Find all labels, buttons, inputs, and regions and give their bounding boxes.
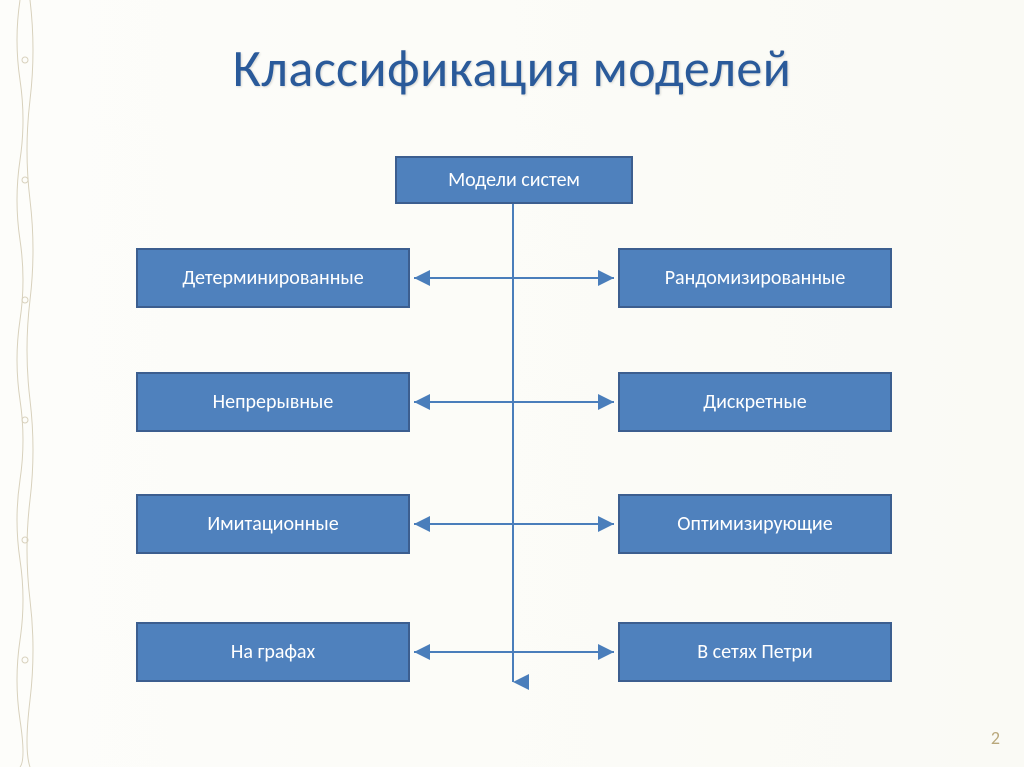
node-label: Непрерывные [213, 390, 334, 414]
diagram-node-left-3: На графах [136, 622, 410, 682]
node-label: Рандомизированные [665, 266, 846, 290]
node-label: На графах [231, 640, 315, 664]
diagram-node-left-2: Имитационные [136, 494, 410, 554]
left-decoration [12, 0, 38, 767]
node-label: Имитационные [207, 512, 338, 536]
diagram-node-right-0: Рандомизированные [618, 248, 892, 308]
page-number: 2 [991, 727, 1000, 749]
diagram-node-left-1: Непрерывные [136, 372, 410, 432]
node-label: Детерминированные [182, 266, 363, 290]
diagram-node-right-1: Дискретные [618, 372, 892, 432]
slide: Классификация моделей Модели систем Дете… [0, 0, 1024, 767]
diagram-node-right-3: В сетях Петри [618, 622, 892, 682]
node-label: Дискретные [703, 390, 807, 414]
node-label: В сетях Петри [697, 640, 812, 664]
node-label: Оптимизирующие [677, 512, 832, 536]
diagram-root-node: Модели систем [395, 156, 633, 204]
diagram-node-left-0: Детерминированные [136, 248, 410, 308]
slide-title: Классификация моделей [0, 36, 1024, 100]
diagram-node-right-2: Оптимизирующие [618, 494, 892, 554]
root-label: Модели систем [448, 168, 580, 192]
